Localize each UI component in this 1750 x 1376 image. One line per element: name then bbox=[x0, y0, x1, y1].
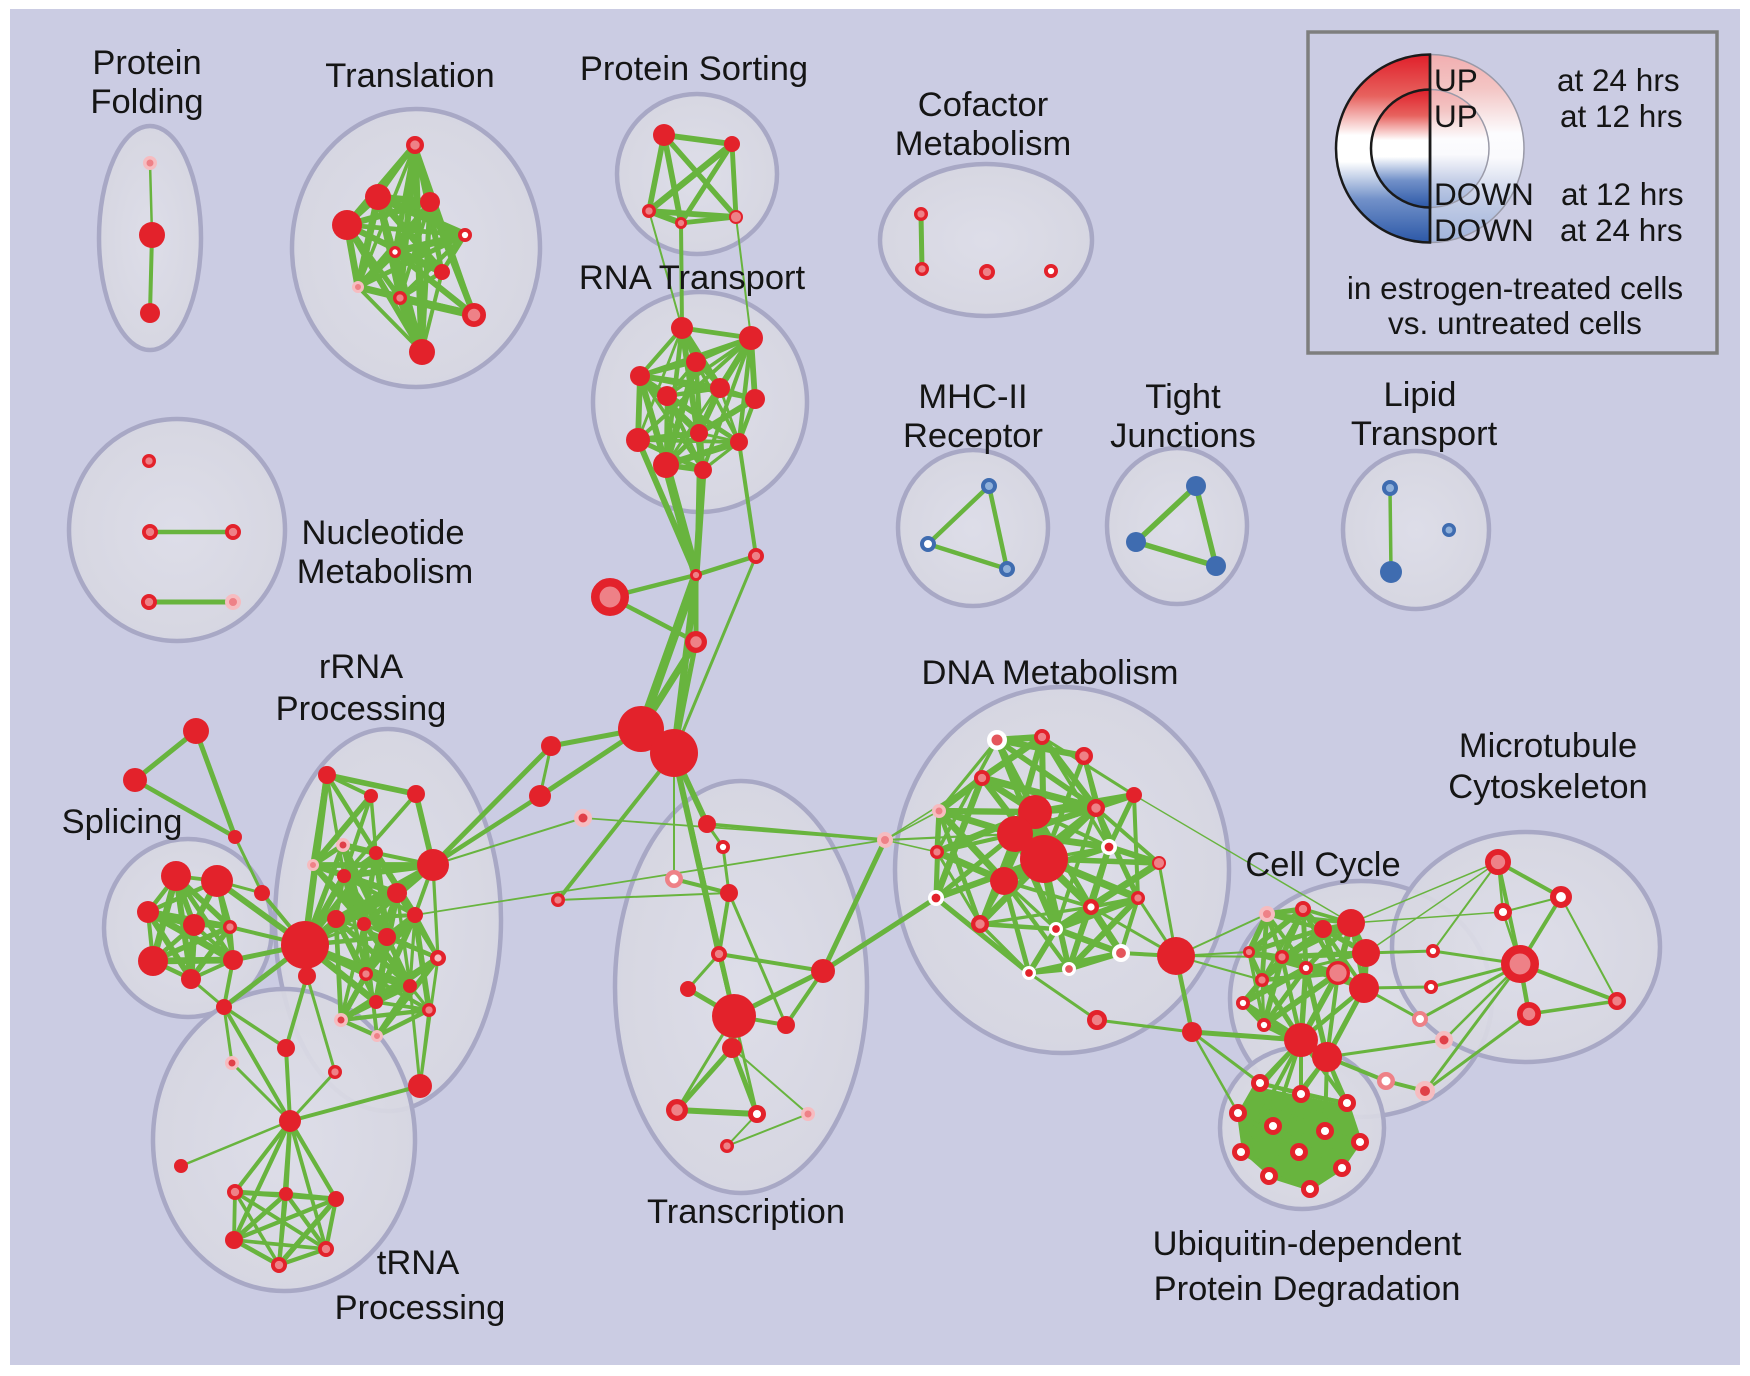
svg-text:at 24 hrs: at 24 hrs bbox=[1560, 212, 1683, 248]
svg-text:Protein: Protein bbox=[92, 44, 201, 82]
svg-text:Protein Degradation: Protein Degradation bbox=[1154, 1270, 1461, 1308]
svg-text:Protein Sorting: Protein Sorting bbox=[580, 50, 808, 88]
svg-text:Receptor: Receptor bbox=[903, 417, 1043, 455]
svg-text:Transport: Transport bbox=[1351, 415, 1498, 453]
svg-text:at 24 hrs: at 24 hrs bbox=[1557, 62, 1680, 98]
svg-text:Translation: Translation bbox=[325, 57, 494, 95]
svg-text:Lipid: Lipid bbox=[1384, 376, 1457, 414]
svg-text:Ubiquitin-dependent: Ubiquitin-dependent bbox=[1153, 1225, 1462, 1263]
svg-text:RNA Transport: RNA Transport bbox=[579, 259, 806, 297]
svg-text:vs. untreated cells: vs. untreated cells bbox=[1388, 305, 1642, 341]
svg-text:Transcription: Transcription bbox=[647, 1193, 845, 1231]
svg-text:Splicing: Splicing bbox=[62, 803, 183, 841]
svg-text:MHC-II: MHC-II bbox=[918, 378, 1027, 416]
svg-text:Tight: Tight bbox=[1145, 378, 1221, 416]
svg-text:DOWN: DOWN bbox=[1434, 212, 1534, 248]
svg-text:Cytoskeleton: Cytoskeleton bbox=[1448, 768, 1647, 806]
svg-text:DOWN: DOWN bbox=[1434, 176, 1534, 212]
svg-text:UP: UP bbox=[1434, 62, 1478, 98]
svg-text:Processing: Processing bbox=[335, 1289, 506, 1327]
svg-text:Folding: Folding bbox=[90, 83, 203, 121]
svg-text:rRNA: rRNA bbox=[319, 648, 403, 686]
svg-text:tRNA: tRNA bbox=[377, 1244, 459, 1282]
svg-text:Microtubule: Microtubule bbox=[1459, 727, 1637, 765]
svg-text:Junctions: Junctions bbox=[1110, 417, 1256, 455]
svg-text:in estrogen-treated cells: in estrogen-treated cells bbox=[1347, 270, 1683, 306]
svg-text:Processing: Processing bbox=[276, 690, 447, 728]
svg-text:Cell Cycle: Cell Cycle bbox=[1245, 846, 1400, 884]
svg-text:Metabolism: Metabolism bbox=[895, 125, 1071, 163]
svg-text:at 12 hrs: at 12 hrs bbox=[1560, 98, 1683, 134]
svg-text:Metabolism: Metabolism bbox=[297, 553, 473, 591]
svg-text:Nucleotide: Nucleotide bbox=[301, 514, 464, 552]
svg-text:at 12 hrs: at 12 hrs bbox=[1561, 176, 1684, 212]
svg-text:UP: UP bbox=[1434, 98, 1478, 134]
svg-text:DNA Metabolism: DNA Metabolism bbox=[922, 654, 1179, 692]
svg-text:Cofactor: Cofactor bbox=[918, 86, 1048, 124]
